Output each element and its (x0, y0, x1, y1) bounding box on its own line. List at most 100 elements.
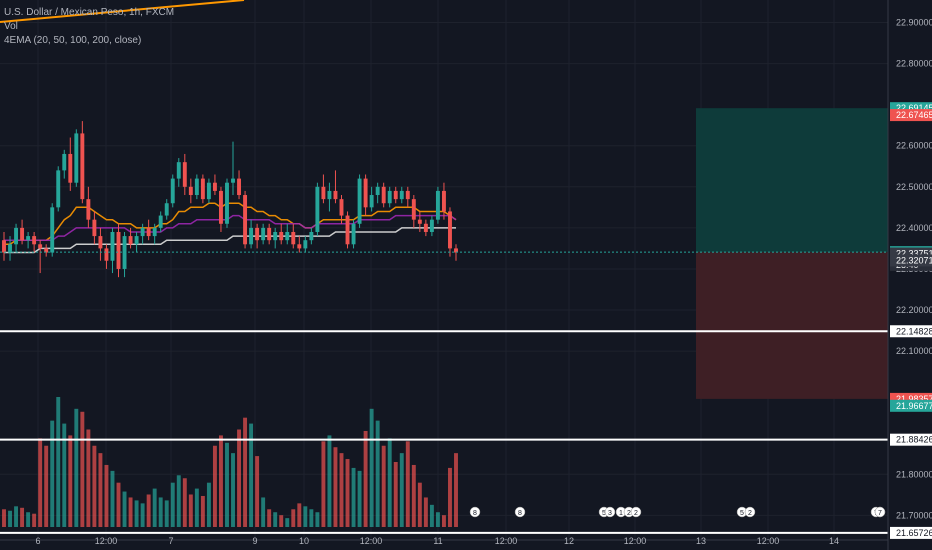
event-badge[interactable]: 1 (615, 506, 627, 518)
target-zone[interactable] (696, 108, 888, 253)
volume-bar (237, 429, 241, 527)
price-axis-bg (888, 0, 932, 550)
candle-body (188, 186, 193, 196)
candle (56, 166, 61, 212)
candle (363, 174, 368, 216)
candle (369, 186, 374, 212)
candle-body (393, 190, 398, 200)
candle-body (441, 190, 446, 212)
price-tag-bg (890, 433, 932, 446)
horizontal-lines[interactable] (0, 251, 888, 534)
volume-bar (399, 453, 404, 527)
candle (2, 231, 6, 261)
time-axis[interactable]: 6 12:00 7 9 10 12:00 11 12:00 12 12:00 13 12:00 14 (0, 536, 888, 546)
symbol-title[interactable]: U.S. Dollar / Mexican Peso, 1h, FXCM (4, 7, 175, 18)
volume-bar (128, 497, 133, 527)
event-badge[interactable]: 7 (874, 506, 886, 518)
candle-body (20, 227, 25, 241)
event-badge[interactable]: 8 (514, 506, 526, 518)
candle (339, 195, 344, 224)
candle-body (86, 199, 91, 220)
candle (128, 227, 133, 249)
candle-body (146, 227, 151, 237)
candle (405, 186, 410, 208)
volume-bar (285, 518, 290, 527)
candle (50, 203, 55, 257)
volume-bar (110, 470, 115, 527)
volume-bar (333, 447, 338, 527)
volume-bar (182, 478, 187, 527)
candle (441, 182, 446, 220)
price-tag: 22.32071 (890, 254, 932, 267)
candle (80, 121, 85, 204)
candle (62, 149, 67, 179)
event-badge[interactable]: 5 (736, 506, 748, 518)
candle-body (219, 190, 223, 224)
candle (345, 211, 350, 249)
candle (206, 178, 211, 204)
price-tick-label: 22.80000 (896, 59, 932, 69)
candle (333, 170, 338, 204)
price-tag-label: 22.67465 (896, 110, 932, 120)
candle-body (134, 236, 139, 245)
candle-body (363, 178, 368, 208)
candle (182, 153, 187, 196)
event-badge[interactable]: 2 (744, 506, 756, 518)
candle-body (164, 203, 169, 216)
candle-body (315, 186, 320, 232)
event-badge[interactable]: 3 (604, 506, 616, 518)
candle (116, 223, 121, 278)
candle-body (303, 240, 308, 249)
candle-body (50, 207, 55, 253)
event-badge[interactable]: 2 (630, 506, 642, 518)
candle-body (435, 190, 440, 220)
volume-bar (291, 509, 296, 527)
ema50-line (4, 214, 457, 241)
candle (86, 186, 91, 228)
candle-body (237, 178, 241, 196)
candle-body (104, 248, 109, 261)
price-tag-label: 21.88426 (896, 435, 932, 445)
candle-body (158, 215, 163, 228)
volume-bar (219, 435, 223, 527)
time-tick-label: 10 (299, 536, 309, 546)
candle (249, 219, 254, 249)
volume-bar (92, 445, 97, 527)
stop-zone[interactable] (696, 252, 888, 399)
volume-bar (206, 482, 211, 527)
candle-body (92, 219, 97, 237)
volume-bar (303, 506, 308, 527)
candle (273, 227, 278, 249)
time-tick-label: 9 (252, 536, 257, 546)
candle-body (285, 231, 290, 241)
volume-bar (116, 482, 121, 527)
ema-indicator-label[interactable]: 4EMA (20, 50, 100, 200, close) (4, 35, 142, 46)
candle (267, 223, 272, 245)
price-axis[interactable]: 22.90000 22.80000 22.60000 22.50000 22.40000… (887, 0, 932, 550)
candle-body (243, 195, 248, 245)
candle-body (212, 182, 217, 191)
volume-bar (152, 488, 157, 527)
candle-body (56, 170, 61, 208)
candle (164, 199, 169, 220)
volume-bar (363, 430, 368, 527)
chart-legend: U.S. Dollar / Mexican Peso, 1h, FXCM Vol… (4, 6, 174, 48)
candle-body (279, 231, 284, 241)
price-tags: 22.6914522.6746522.3409028:4022.3375122.… (890, 102, 932, 539)
candle-body (417, 219, 422, 224)
volume-bar (176, 475, 181, 527)
candle-body (80, 133, 85, 200)
price-tick-label: 22.20000 (896, 305, 932, 315)
event-badge[interactable]: 8 (469, 506, 481, 518)
candle (417, 211, 422, 232)
volume-bar (20, 507, 25, 527)
candle (176, 158, 181, 187)
position-zones (696, 108, 888, 399)
candle-body (267, 227, 272, 241)
volume-bar (327, 435, 332, 527)
volume-indicator-label[interactable]: Vol (4, 21, 18, 32)
candle-body (375, 186, 380, 196)
price-tag-label: 22.14828 (896, 326, 932, 336)
price-tag-bg (890, 254, 932, 267)
